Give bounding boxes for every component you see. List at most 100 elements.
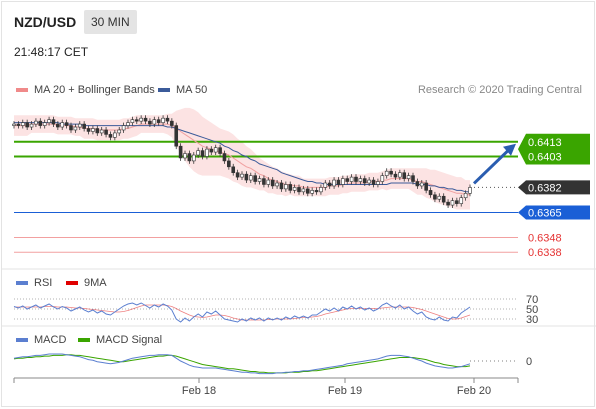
candle-body: [384, 170, 389, 176]
legend-macd-signal-label: MACD Signal: [96, 334, 162, 346]
candle-body: [121, 125, 126, 131]
candle-body: [51, 119, 56, 125]
macd-signal-line: [13, 354, 471, 374]
candle-body: [319, 187, 323, 193]
candle-body: [222, 153, 227, 162]
candle-body: [446, 201, 450, 206]
ma50-line: [14, 122, 470, 193]
candle-body: [69, 125, 73, 131]
support-label: 0.6348: [528, 232, 562, 244]
candle-body: [174, 125, 179, 147]
level-labels: 0.6413 0.6403 0.6382 0.6365 0.6348 0.6338: [518, 133, 590, 259]
candle-body: [165, 117, 170, 122]
candle-body: [279, 182, 284, 190]
legend-main: MA 20 + Bollinger Bands MA 50 Research ©…: [16, 84, 582, 96]
x-axis-label: Feb 20: [457, 385, 491, 397]
candle-body: [389, 170, 393, 175]
candle-body: [117, 129, 122, 134]
legend-swatch-rsi: [16, 281, 28, 285]
candle-body: [332, 179, 336, 187]
candle-body: [327, 182, 332, 187]
candle-body: [227, 160, 231, 168]
forecast-arrow-head: [503, 143, 516, 156]
candle-body: [34, 120, 38, 125]
resistance-label: 0.6413: [528, 137, 562, 149]
legend-swatch-9ma: [66, 281, 78, 285]
credit: Research © 2020 Trading Central: [418, 84, 582, 96]
candle-body: [170, 120, 174, 126]
candle-body: [38, 120, 43, 126]
candle-body: [292, 187, 297, 191]
candle-body: [354, 176, 358, 182]
candle-body: [152, 119, 157, 125]
candle-body: [376, 181, 380, 185]
candle-body: [20, 122, 25, 126]
candle-body: [450, 200, 455, 206]
candle-body: [419, 182, 424, 187]
timeframe-badge[interactable]: 30 MIN: [84, 10, 137, 34]
candle-body: [248, 175, 253, 181]
candle-body: [415, 181, 420, 187]
candle-body: [358, 178, 363, 182]
candle-body: [244, 173, 249, 181]
candle-body: [183, 153, 187, 159]
candle-body: [213, 147, 218, 153]
candle-body: [104, 129, 108, 135]
candle-body: [459, 197, 464, 204]
candle-body: [196, 150, 200, 156]
last-tag: [518, 180, 590, 195]
resistance-label: 0.6403: [528, 151, 562, 163]
rsi-level-label: 50: [526, 304, 538, 316]
candle-body: [134, 119, 139, 122]
pair-title: NZD/USD: [14, 14, 77, 30]
candle-body: [126, 122, 130, 126]
candle-body: [341, 178, 345, 185]
candle-body: [314, 190, 319, 193]
candle-body: [257, 178, 262, 182]
last-label: 0.6382: [528, 182, 562, 194]
candle-body: [64, 122, 69, 126]
forecast-arrow: [472, 143, 516, 185]
candle-body: [424, 182, 428, 191]
candle-body: [16, 123, 21, 126]
candle-body: [411, 175, 415, 182]
x-axis-label: Feb 18: [182, 385, 216, 397]
candle-body: [323, 182, 328, 188]
candle-body: [56, 123, 60, 128]
candle-body: [47, 119, 51, 123]
candle-body: [266, 179, 271, 185]
candle-body: [275, 182, 279, 187]
candle-body: [82, 123, 86, 129]
candle-body: [297, 187, 301, 193]
pivot-tag: [518, 205, 590, 220]
candle-body: [468, 187, 472, 194]
legend-macd-label: MACD: [34, 334, 66, 346]
candle-body: [178, 145, 183, 159]
candle-body: [270, 179, 275, 187]
candle-body: [310, 190, 314, 194]
candle-body: [345, 178, 350, 182]
candle-body: [86, 128, 91, 132]
rsi-level-label: 30: [526, 314, 538, 326]
legend-9ma-label: 9MA: [84, 277, 107, 289]
candle-body: [218, 147, 222, 154]
legend-swatch-macd-signal: [78, 338, 90, 342]
candle-body: [301, 188, 306, 193]
candle-body: [284, 184, 288, 190]
pivot-label: 0.6365: [528, 207, 562, 219]
legend-macd: MACD MACD Signal: [16, 334, 162, 346]
candle-body: [305, 188, 310, 194]
candles: [12, 115, 472, 209]
candle-body: [380, 175, 385, 182]
candle-body: [77, 123, 82, 128]
candle-body: [139, 117, 143, 122]
candle-body: [200, 150, 205, 157]
x-axis: Feb 18 Feb 19 Feb 20: [13, 377, 519, 397]
x-axis-label: Feb 19: [328, 385, 362, 397]
candle-body: [288, 184, 293, 191]
candle-body: [148, 120, 152, 125]
forecast-arrow-shaft: [472, 147, 512, 185]
candle-body: [463, 193, 468, 199]
bollinger-fill: [14, 107, 470, 210]
